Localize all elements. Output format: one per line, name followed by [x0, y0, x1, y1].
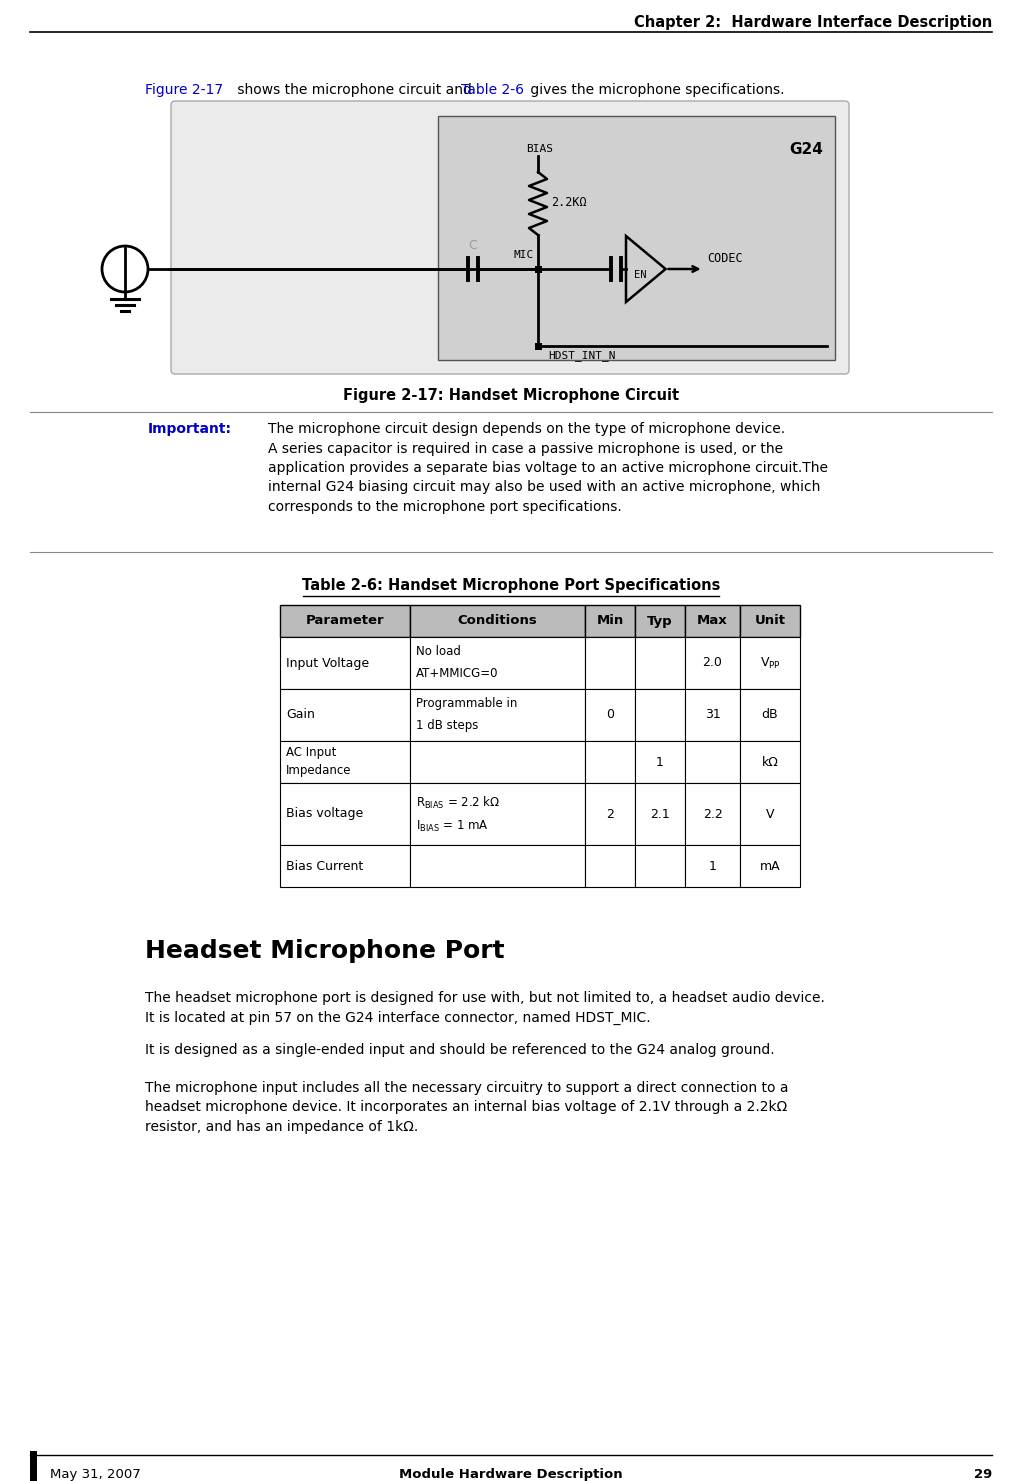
Text: It is designed as a single-ended input and should be referenced to the G24 analo: It is designed as a single-ended input a… [145, 1043, 775, 1057]
Text: No load: No load [416, 646, 461, 658]
Text: May 31, 2007: May 31, 2007 [50, 1468, 141, 1481]
Text: Gain: Gain [286, 708, 315, 721]
Text: Figure 2-17: Handset Microphone Circuit: Figure 2-17: Handset Microphone Circuit [343, 388, 679, 403]
Text: Min: Min [597, 615, 623, 628]
Bar [280, 606, 410, 637]
Text: 29: 29 [974, 1468, 992, 1481]
Bar [740, 637, 800, 689]
Text: V: V [765, 807, 775, 820]
Text: HDST_INT_N: HDST_INT_N [548, 350, 615, 361]
Bar [585, 740, 635, 783]
Text: 31: 31 [704, 708, 721, 721]
Bar [635, 783, 685, 846]
Text: Parameter: Parameter [306, 615, 384, 628]
Text: 2.2KΩ: 2.2KΩ [551, 197, 587, 209]
Bar [410, 740, 585, 783]
Text: Headset Microphone Port: Headset Microphone Port [145, 939, 505, 963]
Text: 2.2: 2.2 [703, 807, 723, 820]
Bar [635, 637, 685, 689]
Text: Bias Current: Bias Current [286, 859, 363, 872]
Text: Conditions: Conditions [458, 615, 538, 628]
Text: Module Hardware Description: Module Hardware Description [400, 1468, 622, 1481]
Text: 1 dB steps: 1 dB steps [416, 718, 478, 732]
Text: Impedance: Impedance [286, 764, 352, 778]
Bar [438, 116, 835, 360]
Text: Programmable in: Programmable in [416, 698, 517, 709]
Text: BIAS: BIAS [526, 144, 553, 154]
Text: 0: 0 [606, 708, 614, 721]
FancyBboxPatch shape [171, 101, 849, 375]
Text: Input Voltage: Input Voltage [286, 656, 369, 669]
Bar [535, 342, 542, 350]
Text: Chapter 2:  Hardware Interface Description: Chapter 2: Hardware Interface Descriptio… [634, 15, 992, 30]
Text: Important:: Important: [148, 422, 232, 435]
Text: AT+MMICG=0: AT+MMICG=0 [416, 666, 499, 680]
Bar [685, 689, 740, 740]
Bar [410, 846, 585, 887]
Text: kΩ: kΩ [761, 755, 779, 769]
Text: Bias voltage: Bias voltage [286, 807, 363, 820]
Bar [410, 606, 585, 637]
Text: R$_{\mathrm{BIAS}}$ = 2.2 kΩ: R$_{\mathrm{BIAS}}$ = 2.2 kΩ [416, 795, 500, 812]
Bar [740, 783, 800, 846]
Bar [685, 783, 740, 846]
Bar [635, 740, 685, 783]
Text: Table 2-6: Table 2-6 [461, 83, 524, 96]
Text: I$_{\mathrm{BIAS}}$ = 1 mA: I$_{\mathrm{BIAS}}$ = 1 mA [416, 819, 489, 834]
Text: The headset microphone port is designed for use with, but not limited to, a head: The headset microphone port is designed … [145, 991, 825, 1025]
Text: MIC: MIC [514, 250, 535, 261]
Text: 1: 1 [656, 755, 664, 769]
Bar [740, 740, 800, 783]
Text: AC Input: AC Input [286, 746, 336, 760]
Text: CODEC: CODEC [707, 252, 743, 265]
Bar [585, 783, 635, 846]
Bar [685, 606, 740, 637]
Bar [280, 846, 410, 887]
Bar [635, 689, 685, 740]
Text: 2.1: 2.1 [650, 807, 669, 820]
Bar [280, 689, 410, 740]
Bar [410, 637, 585, 689]
Bar [740, 689, 800, 740]
Bar [585, 689, 635, 740]
Text: mA: mA [759, 859, 781, 872]
Text: Unit: Unit [754, 615, 786, 628]
Text: Figure 2-17: Figure 2-17 [145, 83, 223, 96]
Text: 1: 1 [708, 859, 716, 872]
Bar [585, 637, 635, 689]
Bar [410, 783, 585, 846]
Text: Max: Max [697, 615, 728, 628]
Bar [685, 740, 740, 783]
Text: dB: dB [761, 708, 779, 721]
Text: Table 2-6: Handset Microphone Port Specifications: Table 2-6: Handset Microphone Port Speci… [301, 578, 721, 592]
Text: EN: EN [634, 270, 647, 280]
Bar [635, 846, 685, 887]
Text: Typ: Typ [647, 615, 672, 628]
Text: V$_{\mathrm{PP}}$: V$_{\mathrm{PP}}$ [759, 656, 781, 671]
Text: gives the microphone specifications.: gives the microphone specifications. [526, 83, 785, 96]
Text: shows the microphone circuit and: shows the microphone circuit and [233, 83, 476, 96]
Bar [585, 606, 635, 637]
Text: 2: 2 [606, 807, 614, 820]
Bar [635, 606, 685, 637]
Bar [685, 846, 740, 887]
Text: 2.0: 2.0 [702, 656, 723, 669]
Bar [740, 846, 800, 887]
Text: G24: G24 [789, 142, 823, 157]
Bar [740, 606, 800, 637]
Text: C: C [469, 238, 477, 252]
Bar [585, 846, 635, 887]
Bar [535, 265, 542, 273]
Bar [685, 637, 740, 689]
Text: The microphone circuit design depends on the type of microphone device.
A series: The microphone circuit design depends on… [268, 422, 828, 514]
Bar [410, 689, 585, 740]
Bar [280, 637, 410, 689]
Bar [280, 740, 410, 783]
Text: The microphone input includes all the necessary circuitry to support a direct co: The microphone input includes all the ne… [145, 1081, 789, 1134]
Bar [30, 1451, 37, 1481]
Bar [280, 783, 410, 846]
